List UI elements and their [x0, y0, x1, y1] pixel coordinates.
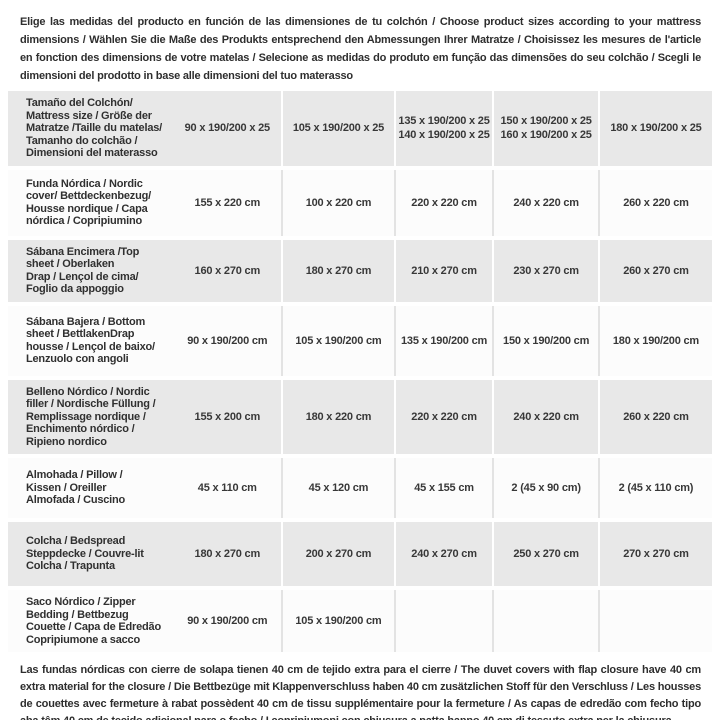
size-cell: 2 (45 x 90 cm): [492, 458, 598, 518]
size-cell: 135 x 190/200 cm: [393, 305, 493, 376]
size-cell: 160 x 270 cm: [173, 239, 282, 302]
table-row-nordic-filler: Belleno Nórdico / Nordic filler / Nordis…: [8, 379, 712, 454]
size-cell: 90 x 190/200 x 25: [173, 91, 282, 166]
size-cell: 240 x 220 cm: [492, 169, 598, 236]
row-label: Almohada / Pillow / Kissen / Oreiller Al…: [8, 458, 174, 518]
row-label: Sábana Encimera /Top sheet / Oberlaken D…: [8, 239, 174, 302]
size-cell: 45 x 110 cm: [173, 458, 282, 518]
intro-text: Elige las medidas del producto en funció…: [20, 16, 701, 82]
size-table: Tamaño del Colchón/ Mattress size / Größ…: [8, 87, 712, 656]
size-cell: 135 x 190/200 x 25 140 x 190/200 x 25: [393, 91, 493, 166]
duvet-flap-note: Las fundas nórdicas con cierre de solapa…: [20, 664, 701, 720]
size-cell: 100 x 220 cm: [281, 169, 394, 236]
table-row-pillow: Almohada / Pillow / Kissen / Oreiller Al…: [8, 458, 712, 518]
size-cell: 45 x 155 cm: [393, 458, 493, 518]
size-cell: 180 x 220 cm: [281, 379, 394, 454]
size-cell: 105 x 190/200 cm: [281, 305, 394, 376]
size-cell: 150 x 190/200 cm: [492, 305, 598, 376]
size-cell: 180 x 190/200 cm: [597, 305, 712, 376]
table-row-mattress-size: Tamaño del Colchón/ Mattress size / Größ…: [8, 91, 712, 166]
size-cell: 260 x 220 cm: [597, 379, 712, 454]
size-cell: 180 x 270 cm: [281, 239, 394, 302]
size-cell: 2 (45 x 110 cm): [597, 458, 712, 518]
table-row-zipper-bedding: Saco Nórdico / Zipper Bedding / Bettbezu…: [8, 590, 712, 652]
size-cell: 210 x 270 cm: [393, 239, 493, 302]
size-cell: [597, 590, 712, 652]
size-cell: 220 x 220 cm: [393, 379, 493, 454]
row-label: Belleno Nórdico / Nordic filler / Nordis…: [8, 379, 174, 454]
size-cell: 220 x 220 cm: [393, 169, 493, 236]
size-cell: [393, 590, 493, 652]
table-row-bottom-sheet: Sábana Bajera / Bottom sheet / Bettlaken…: [8, 305, 712, 376]
size-cell: 105 x 190/200 cm: [281, 590, 394, 652]
size-cell: 200 x 270 cm: [281, 522, 394, 586]
size-cell: 105 x 190/200 x 25: [281, 91, 394, 166]
size-cell: [492, 590, 598, 652]
size-cell: 240 x 270 cm: [393, 522, 493, 586]
size-cell: 260 x 220 cm: [597, 169, 712, 236]
size-cell: 270 x 270 cm: [597, 522, 712, 586]
row-label: Saco Nórdico / Zipper Bedding / Bettbezu…: [8, 590, 174, 652]
row-label: Funda Nórdica / Nordic cover/ Bettdecken…: [8, 169, 174, 236]
size-cell: 150 x 190/200 x 25 160 x 190/200 x 25: [492, 91, 598, 166]
size-cell: 45 x 120 cm: [281, 458, 394, 518]
size-cell: 90 x 190/200 cm: [173, 305, 282, 376]
size-cell: 250 x 270 cm: [492, 522, 598, 586]
size-cell: 155 x 220 cm: [173, 169, 282, 236]
size-cell: 230 x 270 cm: [492, 239, 598, 302]
size-cell: 240 x 220 cm: [492, 379, 598, 454]
size-cell: 260 x 270 cm: [597, 239, 712, 302]
size-cell: 180 x 270 cm: [173, 522, 282, 586]
size-cell: 155 x 200 cm: [173, 379, 282, 454]
table-row-nordic-cover: Funda Nórdica / Nordic cover/ Bettdecken…: [8, 169, 712, 236]
row-label: Sábana Bajera / Bottom sheet / Bettlaken…: [8, 305, 174, 376]
size-cell: 180 x 190/200 x 25: [597, 91, 712, 166]
row-label: Colcha / Bedspread Steppdecke / Couvre-l…: [8, 522, 174, 586]
size-cell: 90 x 190/200 cm: [173, 590, 282, 652]
row-label: Tamaño del Colchón/ Mattress size / Größ…: [8, 91, 174, 166]
table-row-top-sheet: Sábana Encimera /Top sheet / Oberlaken D…: [8, 239, 712, 302]
table-row-bedspread: Colcha / Bedspread Steppdecke / Couvre-l…: [8, 522, 712, 586]
